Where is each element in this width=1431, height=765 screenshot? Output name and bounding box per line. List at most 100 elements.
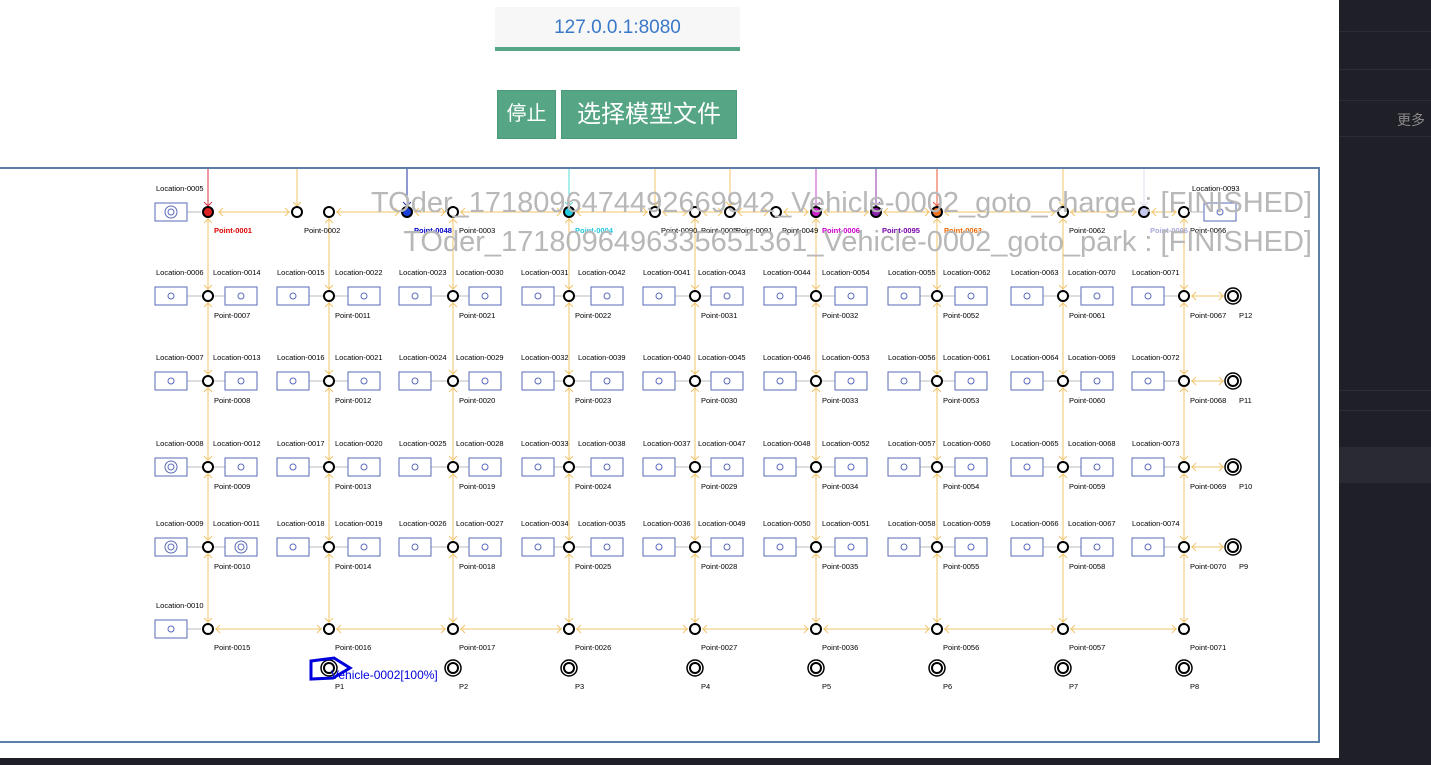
point-label: Point-0062	[1069, 226, 1105, 235]
point-marker	[323, 290, 335, 302]
path-arrowhead	[324, 473, 334, 479]
path-arrowhead	[811, 302, 821, 308]
point-marker	[1057, 375, 1069, 387]
location-box	[276, 286, 310, 306]
path-arrowhead	[203, 218, 213, 224]
stop-button[interactable]: 停止	[497, 90, 556, 139]
path-arrowhead	[564, 455, 574, 461]
location-label: Location-0061	[943, 353, 991, 362]
point-label: Point-0011	[335, 311, 371, 320]
point-marker	[1138, 206, 1150, 218]
location-label: Location-0010	[156, 601, 204, 610]
location-center-icon	[723, 463, 731, 471]
location-box	[154, 537, 188, 557]
path-arrowhead	[324, 218, 334, 224]
point-marker	[323, 461, 335, 473]
point-label: Point-0016	[335, 643, 371, 652]
path-arrowhead	[448, 302, 458, 308]
path-arrowhead	[203, 473, 213, 479]
path-arrowhead	[324, 455, 334, 461]
sidebar-divider	[1339, 390, 1431, 391]
location-center-icon	[237, 377, 245, 385]
location-box	[521, 537, 555, 557]
path-arrowhead	[414, 207, 420, 217]
path-arrowhead	[932, 535, 942, 541]
point-marker	[1057, 623, 1069, 635]
location-label: Location-0027	[456, 519, 504, 528]
point-marker	[1178, 541, 1190, 553]
path-arrowhead	[324, 617, 334, 623]
location-label: Location-0043	[698, 268, 746, 277]
path-arrowhead	[564, 473, 574, 479]
location-box	[154, 371, 188, 391]
label-layer: Point-0001 Point-0002 Point-0048 Point-0003…	[156, 184, 1312, 691]
park-label: P7	[1069, 682, 1078, 691]
point-marker	[202, 290, 214, 302]
location-label: Location-0041	[643, 268, 691, 277]
point-label: Point-0096	[1150, 226, 1188, 235]
park-label: P10	[1239, 482, 1252, 491]
point-marker	[649, 206, 661, 218]
path-arrowhead	[932, 387, 942, 393]
point-marker	[810, 541, 822, 553]
path-arrowhead	[690, 302, 700, 308]
point-marker	[1057, 541, 1069, 553]
location-label: Location-0031	[521, 268, 569, 277]
path-arrowhead	[460, 624, 466, 634]
point-label: Point-0057	[1069, 643, 1105, 652]
location-center-icon	[1023, 292, 1031, 300]
park-position-inner	[1227, 290, 1239, 302]
point-label: Point-0031	[701, 311, 737, 320]
point-marker	[1178, 623, 1190, 635]
location-box	[521, 371, 555, 391]
park-position-inner	[1227, 541, 1239, 553]
location-center-icon	[1144, 377, 1152, 385]
path-arrowhead	[448, 369, 458, 375]
park-position-inner	[931, 662, 943, 674]
path-arrowhead	[203, 535, 213, 541]
location-box	[347, 537, 381, 557]
path-arrowhead	[763, 207, 769, 217]
location-box	[224, 457, 258, 477]
point-marker	[1178, 461, 1190, 473]
location-center-icon	[237, 463, 245, 471]
location-center-icon	[900, 292, 908, 300]
plant-map-svg[interactable]: Point-0001 Point-0002 Point-0048 Point-0003…	[0, 169, 1320, 743]
path-arrowhead	[737, 207, 743, 217]
location-center-icon	[847, 543, 855, 551]
path-arrowhead	[811, 218, 821, 224]
point-marker	[931, 461, 943, 473]
location-label: Location-0029	[456, 353, 504, 362]
location-center-icon	[723, 543, 731, 551]
location-box	[763, 286, 797, 306]
path-arrowhead	[823, 624, 829, 634]
location-center-icon	[1023, 463, 1031, 471]
location-center-icon	[967, 543, 975, 551]
path-arrowhead	[448, 387, 458, 393]
location-label: Location-0039	[578, 353, 626, 362]
path-arrowhead	[690, 455, 700, 461]
location-center-icon	[237, 543, 245, 551]
point-label: Point-0012	[335, 396, 371, 405]
path-arrowhead	[1050, 624, 1056, 634]
location-center-icon	[776, 543, 784, 551]
path-arrowhead	[1070, 207, 1076, 217]
point-marker	[202, 623, 214, 635]
select-model-file-button[interactable]: 选择模型文件	[561, 90, 737, 139]
location-label: Location-0016	[277, 353, 325, 362]
path-arrowhead	[316, 624, 322, 634]
location-label: Location-0030	[456, 268, 504, 277]
location-box	[347, 286, 381, 306]
path-arrowhead	[932, 284, 942, 290]
order-status-line: TOder_1718096474492669942_Vehicle-0002_g…	[371, 187, 1312, 219]
location-box	[590, 457, 624, 477]
sidebar-more-link[interactable]: 更多	[1397, 112, 1425, 128]
map-canvas[interactable]: Point-0001 Point-0002 Point-0048 Point-0003…	[0, 167, 1320, 743]
location-label: Location-0024	[399, 353, 447, 362]
location-box	[276, 371, 310, 391]
path-arrowhead	[823, 207, 829, 217]
location-box	[398, 371, 432, 391]
path-arrowhead	[576, 624, 582, 634]
point-label: Point-0019	[459, 482, 495, 491]
path-arrowhead	[690, 369, 700, 375]
